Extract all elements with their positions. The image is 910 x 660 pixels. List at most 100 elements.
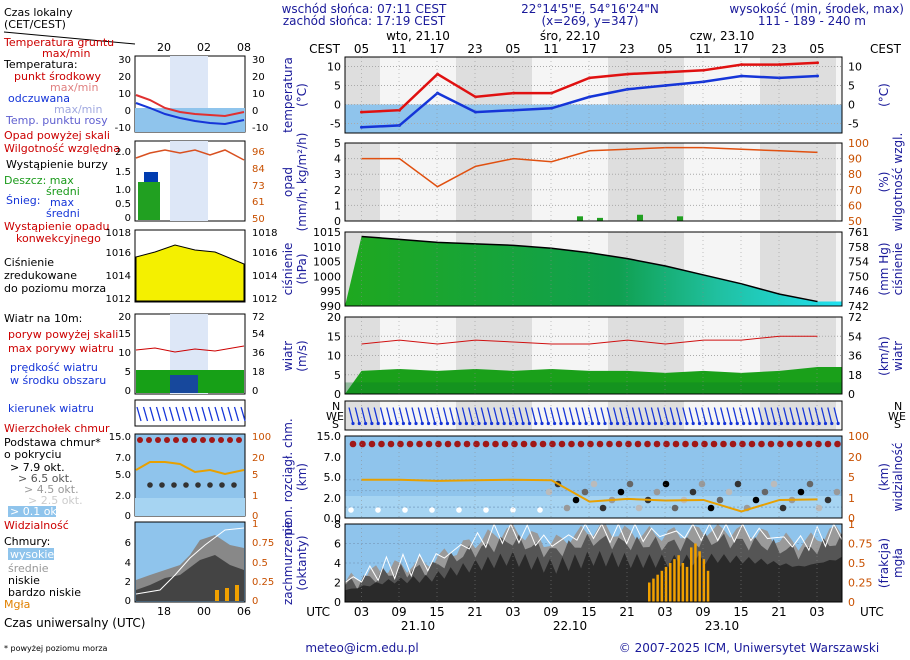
- wind-arrow: [392, 407, 398, 424]
- panel-frame: [344, 56, 843, 134]
- wind-arrow-head: [823, 421, 828, 426]
- cloud-base-dot: [599, 504, 607, 512]
- cloudb-tick-left: 7.0: [324, 451, 342, 464]
- bottom-hour-tick: 03: [505, 605, 520, 619]
- wind-arrow: [833, 407, 839, 424]
- mini-bottom-axis: 18 00 06: [157, 605, 251, 618]
- cloud-base-dot: [581, 488, 589, 496]
- wind-arrow: [675, 407, 682, 424]
- footer: meteo@icm.edu.pl © 2007-2025 ICM, Uniwer…: [305, 641, 879, 655]
- wind-arrow-head: [389, 421, 393, 426]
- legend-visibility: Widzialność: [4, 519, 69, 532]
- wind-arrow-head: [597, 421, 601, 426]
- mini-tick: 20: [252, 72, 265, 83]
- mini-top-tick: 08: [237, 41, 251, 54]
- fog-bar: [681, 563, 685, 602]
- cloud-top-dot: [200, 437, 206, 443]
- wind-arrow: [770, 407, 776, 424]
- press-tick-left: 1010: [313, 241, 341, 254]
- footer-email[interactable]: meteo@icm.edu.pl: [305, 641, 418, 655]
- mini-tick: 1: [252, 491, 258, 502]
- bottom-hour-tick: 15: [429, 605, 444, 619]
- wind-arrow-head: [527, 421, 532, 426]
- cloud-base-dot: [716, 496, 724, 504]
- cloud-base-dot: [725, 488, 733, 496]
- fog-bar: [685, 566, 689, 602]
- wind-arrow-head: [704, 421, 708, 426]
- wind-arrow: [367, 407, 373, 424]
- wind-arrow: [524, 407, 531, 424]
- wind-arrow-head: [792, 421, 796, 426]
- wind-arrow: [442, 407, 449, 424]
- temperature-point: [436, 72, 439, 76]
- wind-arrow: [207, 406, 214, 422]
- rain-bar: [577, 216, 583, 221]
- cloud-base-dot: [183, 482, 189, 488]
- wind-arrow: [801, 407, 808, 424]
- wind-arrow-head: [458, 421, 462, 426]
- press-yunit-right: (mm Hg): [877, 242, 891, 295]
- wind-arrow-head: [559, 421, 563, 426]
- press-ylabel-right: ciśnienie: [891, 243, 905, 296]
- cloud-top-dot: [482, 440, 490, 448]
- cloud-top-dot: [473, 440, 480, 448]
- wind-yunit: (m/s): [295, 340, 309, 371]
- mini-tick: 96: [252, 147, 265, 158]
- fog-bar: [664, 566, 668, 602]
- humidity-tick-right: 50: [848, 215, 862, 228]
- cloud-base-dot: [171, 482, 177, 488]
- legend-dew-point: Temp. punktu rosy: [5, 114, 108, 127]
- wind-speed-area: [345, 367, 842, 394]
- wind-arrow: [612, 407, 619, 424]
- legend-ground-temp-sub: max/min: [42, 47, 90, 60]
- cloud-top-dot: [368, 440, 376, 448]
- cloud-base-dot: [402, 507, 408, 513]
- legend-gust-max: max porywy wiatru: [8, 342, 114, 355]
- legend-mid: średnie: [8, 562, 49, 575]
- cloud-top-dot: [397, 440, 404, 448]
- cloudb-tick-right: 20: [848, 451, 862, 464]
- wind-arrow-head: [584, 421, 588, 426]
- top-hour-tick: 23: [467, 42, 482, 56]
- wind-arrow-head: [483, 421, 487, 426]
- wind-ylabel: wiatr: [281, 341, 295, 371]
- cloud-top-dot: [786, 440, 794, 448]
- mini-fog-bar: [215, 590, 219, 601]
- mini-top-tick: 20: [157, 41, 171, 54]
- night-band: [608, 401, 684, 430]
- cloud-top-dot: [701, 440, 708, 448]
- cloud-base-dot: [429, 507, 435, 513]
- legend-gust-above: poryw powyżej skali: [8, 328, 118, 341]
- legend-rain-max: Deszcz: max: [4, 174, 74, 187]
- wind-arrow: [455, 407, 461, 424]
- mini-tick: 1.0: [115, 185, 131, 196]
- mini-tick: 5.0: [115, 470, 131, 481]
- wind-arrow-head: [420, 421, 424, 426]
- mini-tick: 1016: [252, 248, 277, 259]
- wind-arrow-head: [697, 421, 702, 426]
- wind-arrow-head: [729, 421, 733, 426]
- humidity-tick-right: 60: [848, 199, 862, 212]
- cover-tick-right: 0.25: [848, 577, 873, 590]
- cover-ylabel: zachmurzenie: [281, 521, 295, 605]
- cloud-top-dot: [492, 440, 499, 448]
- cloud-top-dot: [729, 440, 737, 448]
- cloudb-tick-right: 0: [848, 512, 855, 525]
- wind-arrow: [669, 407, 675, 424]
- wind-arrow-head: [634, 421, 639, 426]
- legend-okt2: > 6.5 okt.: [18, 472, 73, 485]
- altitude-values: 111 - 189 - 240 m: [758, 14, 866, 28]
- wind-arrow: [562, 407, 568, 424]
- cloud-top-dot: [577, 440, 585, 448]
- legend-cloud-base-1: Podstawa chmur*: [4, 436, 101, 449]
- legend-rain-above: Opad powyżej skali: [4, 129, 110, 142]
- wind-yunit-right: (km/h): [877, 336, 891, 376]
- wind-arrow-head: [565, 421, 569, 426]
- wind-arrow: [417, 407, 423, 424]
- mini-fog-bar: [225, 588, 229, 601]
- wind-arrow: [531, 407, 537, 424]
- bottom-hour-tick: 03: [354, 605, 369, 619]
- rain-tick-left: 3: [334, 168, 341, 181]
- wind-arrow: [430, 407, 436, 424]
- wind-arrow-head: [464, 421, 468, 426]
